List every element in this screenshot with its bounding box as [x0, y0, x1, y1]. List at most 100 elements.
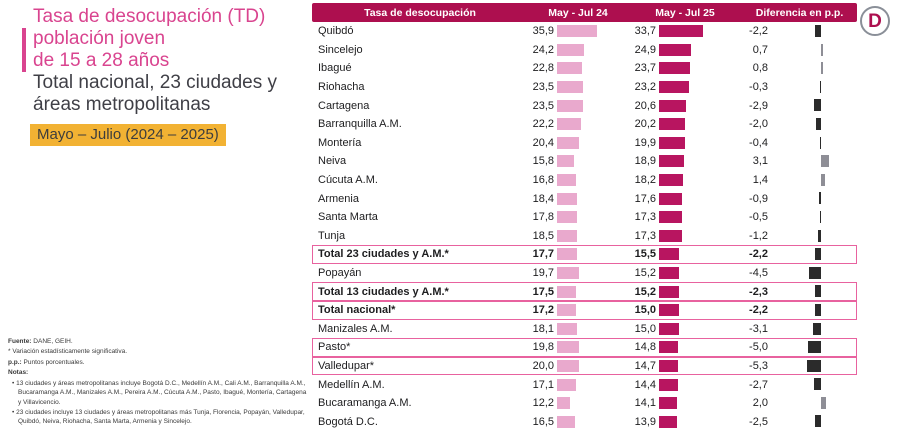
bar-may-jul-25 [659, 397, 678, 410]
row-city-label: Total 13 ciudades y A.M.* [318, 285, 449, 298]
row-city-label: Neiva [318, 155, 347, 168]
value-may-jul-25: 20,6 [634, 99, 656, 112]
value-may-jul-25: 33,7 [634, 25, 656, 38]
bar-diferencia [815, 285, 821, 298]
row-city-label: Armenia [318, 192, 359, 205]
value-diferencia: -2,3 [749, 285, 768, 298]
value-may-jul-25: 14,4 [634, 378, 656, 391]
row-city-label: Manizales A.M. [318, 322, 393, 335]
footnotes-block: Fuente: DANE, GEIH. * Variación estadíst… [8, 337, 310, 428]
value-may-jul-24: 23,5 [532, 81, 554, 94]
value-diferencia: -0,4 [749, 136, 768, 149]
table-row: Medellín A.M. 17,1 14,4 -2,7 [312, 375, 857, 394]
bar-diferencia [812, 322, 821, 335]
unemployment-table: Tasa de desocupación May - Jul 24 May - … [312, 3, 857, 431]
bar-diferencia [820, 136, 821, 149]
bar-may-jul-25 [659, 304, 679, 317]
source-text: DANE, GEIH. [31, 338, 73, 345]
bar-diferencia [808, 341, 821, 354]
row-city-label: Ibagué [318, 62, 352, 75]
bar-may-jul-24 [557, 118, 582, 131]
value-may-jul-24: 20,0 [532, 359, 554, 372]
dane-logo-letter: D [868, 10, 882, 32]
page-title-line2: población joven [33, 28, 166, 49]
row-city-label: Riohacha [318, 81, 365, 94]
row-city-label: Pasto* [318, 341, 351, 354]
header-may-jul-25: May - Jul 25 [655, 6, 715, 19]
bar-may-jul-24 [557, 341, 579, 354]
value-may-jul-25: 17,6 [634, 192, 656, 205]
value-diferencia: -0,5 [749, 211, 768, 224]
bar-may-jul-25 [659, 285, 679, 298]
value-diferencia: -0,3 [749, 81, 768, 94]
bar-diferencia [817, 229, 821, 242]
row-city-label: Bucaramanga A.M. [318, 397, 412, 410]
header-diferencia: Diferencia en p.p. [755, 6, 844, 19]
title-accent-block: población joven de 15 a 28 años [22, 28, 307, 72]
value-diferencia: -5,0 [749, 341, 768, 354]
table-row: Riohacha 23,5 23,2 -0,3 [312, 78, 857, 97]
page-title-line3: de 15 a 28 años [33, 50, 170, 71]
bar-diferencia [821, 396, 827, 409]
row-city-label: Quibdó [318, 25, 354, 38]
row-city-label: Cúcuta A.M. [318, 174, 378, 187]
bar-may-jul-25 [659, 229, 682, 242]
value-may-jul-25: 18,9 [634, 155, 656, 168]
bar-may-jul-24 [557, 248, 577, 261]
bar-may-jul-25 [659, 378, 678, 391]
value-may-jul-24: 17,8 [532, 211, 554, 224]
bar-diferencia [814, 415, 821, 428]
value-may-jul-25: 17,3 [634, 211, 656, 224]
bar-diferencia [807, 359, 821, 372]
value-may-jul-24: 23,5 [532, 99, 554, 112]
bar-may-jul-24 [557, 99, 583, 112]
value-may-jul-24: 19,7 [532, 267, 554, 280]
value-may-jul-25: 15,5 [634, 248, 656, 261]
value-diferencia: -2,2 [749, 304, 768, 317]
bar-may-jul-24 [557, 322, 577, 335]
bar-may-jul-24 [557, 192, 578, 205]
value-diferencia: -2,5 [749, 415, 768, 428]
bar-diferencia [815, 25, 821, 37]
value-may-jul-25: 15,2 [634, 267, 656, 280]
bar-diferencia [821, 173, 825, 186]
value-diferencia: -2,2 [749, 248, 768, 261]
value-may-jul-25: 15,0 [634, 322, 656, 335]
source-note: Fuente: DANE, GEIH. [8, 337, 310, 346]
page-subtitle-line2: áreas metropolitanas [33, 94, 211, 115]
table-row: Total nacional* 17,2 15,0 -2,2 [312, 300, 857, 320]
bar-may-jul-24 [557, 397, 571, 410]
bar-may-jul-25 [659, 415, 678, 428]
value-may-jul-24: 12,2 [532, 397, 554, 410]
value-may-jul-25: 24,9 [634, 43, 656, 56]
value-diferencia: 1,4 [752, 174, 768, 187]
bar-may-jul-25 [659, 359, 679, 372]
value-diferencia: -0,9 [749, 192, 768, 205]
table-body: Quibdó 35,9 33,7 -2,2 Sincelejo 24,2 24,9 0,7 Ib… [312, 22, 857, 431]
value-diferencia: -2,0 [749, 118, 768, 131]
value-may-jul-24: 16,5 [532, 415, 554, 428]
row-city-label: Total nacional* [318, 304, 396, 317]
value-may-jul-25: 23,2 [634, 81, 656, 94]
row-city-label: Tunja [318, 229, 346, 242]
value-may-jul-25: 20,2 [634, 118, 656, 131]
value-diferencia: -2,7 [749, 378, 768, 391]
value-may-jul-25: 19,9 [634, 136, 656, 149]
bar-diferencia [809, 266, 821, 279]
bar-diferencia [821, 155, 830, 168]
bar-may-jul-24 [557, 415, 576, 428]
bar-diferencia [815, 303, 821, 316]
bar-may-jul-24 [557, 378, 576, 391]
bar-may-jul-25 [659, 267, 679, 280]
row-city-label: Barranquilla A.M. [318, 118, 402, 131]
row-city-label: Popayán [318, 267, 362, 280]
value-may-jul-25: 23,7 [634, 62, 656, 75]
table-row: Manizales A.M. 18,1 15,0 -3,1 [312, 320, 857, 339]
page-subtitle-line1: Total nacional, 23 ciudades y [33, 72, 277, 93]
bar-may-jul-24 [557, 174, 576, 187]
value-may-jul-25: 15,0 [634, 304, 656, 317]
value-diferencia: -2,9 [749, 99, 768, 112]
value-may-jul-24: 15,8 [532, 155, 554, 168]
table-row: Cartagena 23,5 20,6 -2,9 [312, 96, 857, 115]
